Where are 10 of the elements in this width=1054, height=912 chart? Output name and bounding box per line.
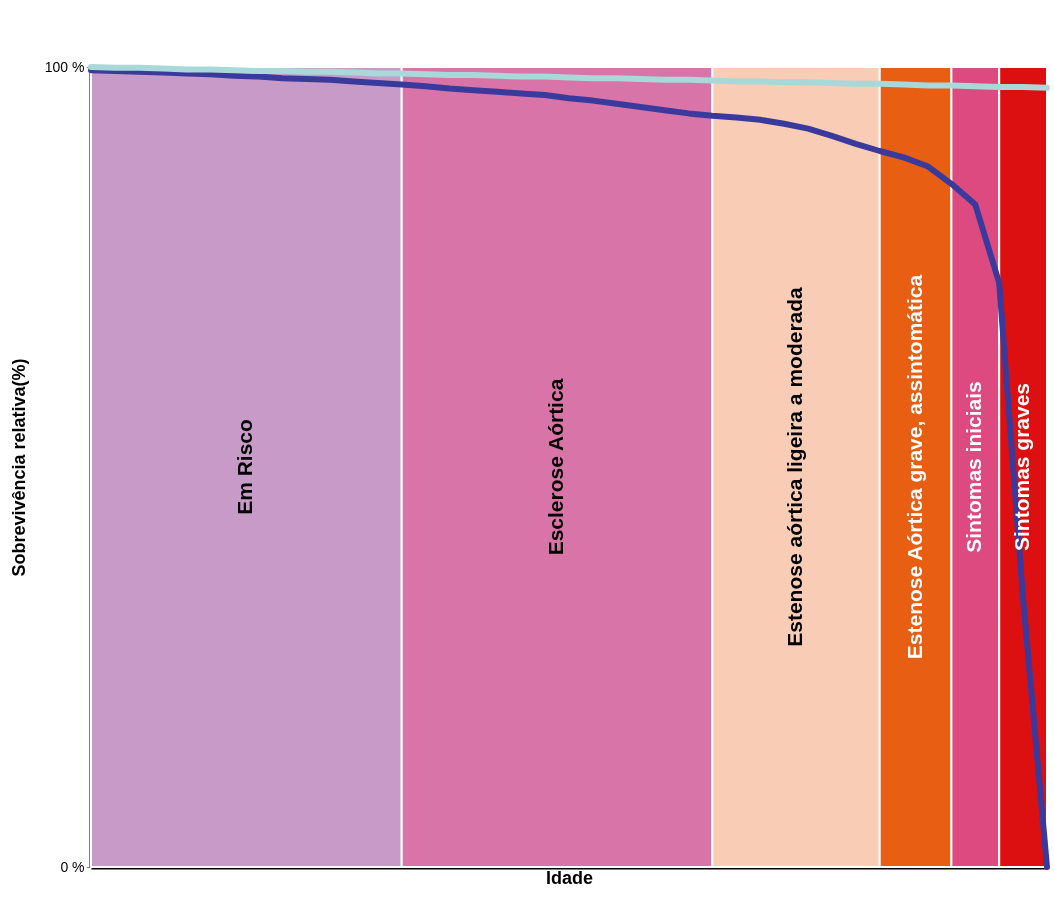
annotation: Estenose Aórtica grave, assintomática: [902, 274, 926, 660]
y-axis-title: Sobrevivência relativa(%): [8, 358, 29, 577]
annotation: Sintomas iniciais: [962, 381, 986, 553]
annotation: Em Risco: [233, 419, 257, 515]
annotation: Esclerose Aórtica: [544, 378, 568, 556]
annotation: Estenose aórtica ligeira a moderada: [783, 286, 807, 647]
annotation: Sintomas graves: [1010, 382, 1034, 552]
y-tick-label: 100 %: [44, 58, 85, 75]
y-tick-label: 0 %: [60, 858, 85, 875]
x-axis-title: Idade: [545, 867, 594, 888]
